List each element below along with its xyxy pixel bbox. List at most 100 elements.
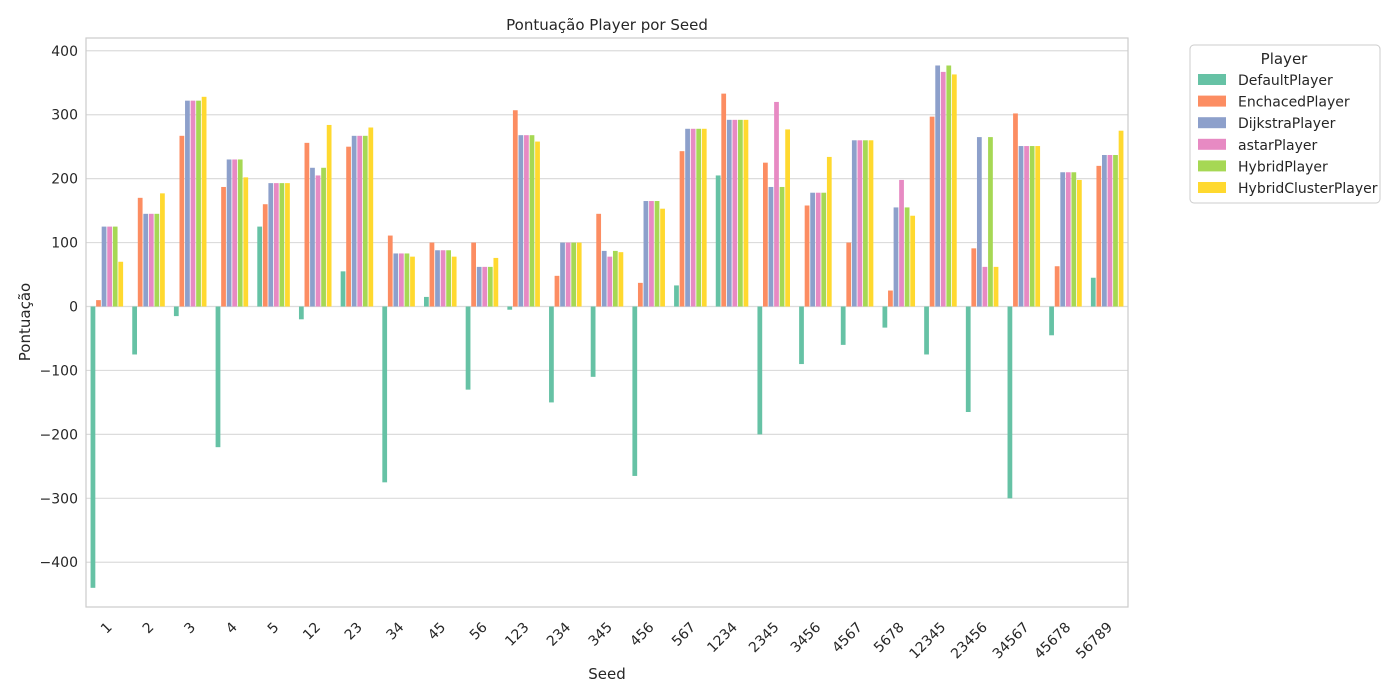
legend-entry: HybridClusterPlayer [1238, 181, 1378, 197]
bar-HybridClusterPlayer-4 [243, 177, 249, 307]
x-tick-label: 4 [223, 619, 241, 637]
x-tick-label: 56789 [1073, 620, 1116, 663]
x-tick-label: 23456 [948, 619, 991, 662]
x-tick-label: 12345 [906, 620, 949, 663]
legend-swatch [1198, 138, 1226, 150]
bar-astarPlayer-1234 [732, 119, 738, 307]
x-tick-label: 123 [502, 620, 532, 650]
chart-title: Pontuação Player por Seed [506, 16, 708, 34]
bar-EnchacedPlayer-34567 [1013, 113, 1018, 307]
legend-swatch [1198, 160, 1226, 172]
y-tick-labels: −400 −300 −200 −100 0 100 200 300 400 [40, 44, 78, 571]
bar-astarPlayer-345 [607, 256, 613, 307]
legend-swatch [1198, 117, 1226, 129]
bar-DefaultPlayer-1 [90, 306, 96, 588]
bar-HybridPlayer-123 [529, 135, 535, 307]
bar-EnchacedPlayer-1234 [721, 93, 727, 307]
bar-HybridPlayer-2345 [779, 186, 785, 307]
bar-HybridClusterPlayer-2 [160, 193, 165, 307]
bar-EnchacedPlayer-45 [429, 242, 435, 307]
bar-HybridClusterPlayer-345 [618, 252, 624, 307]
x-tick-label: 12 [300, 620, 324, 644]
bar-HybridPlayer-2 [154, 213, 160, 307]
bar-HybridClusterPlayer-4567 [868, 140, 874, 307]
bar-HybridClusterPlayer-56789 [1118, 130, 1124, 307]
bar-HybridClusterPlayer-34567 [1035, 146, 1041, 307]
bar-HybridClusterPlayer-456 [660, 208, 665, 307]
bar-HybridPlayer-45 [446, 250, 451, 307]
y-tick-label: 100 [51, 236, 78, 252]
x-tick-label: 45678 [1031, 620, 1074, 663]
bar-DijkstraPlayer-234 [560, 242, 565, 307]
bar-HybridPlayer-1234 [737, 119, 743, 307]
bar-DefaultPlayer-3456 [799, 306, 804, 365]
bar-HybridClusterPlayer-12345 [951, 74, 957, 307]
bar-DijkstraPlayer-56 [476, 266, 482, 307]
bar-astarPlayer-3456 [815, 192, 821, 307]
bar-HybridPlayer-345 [612, 250, 618, 307]
x-tick-label: 23 [342, 620, 366, 644]
bar-HybridPlayer-234 [571, 242, 577, 307]
legend-box [1189, 44, 1381, 204]
bar-DijkstraPlayer-123 [518, 135, 524, 307]
x-tick-label: 1 [98, 620, 116, 638]
bar-EnchacedPlayer-456 [637, 282, 643, 307]
bar-DijkstraPlayer-567 [685, 128, 690, 307]
bar-astarPlayer-2 [148, 213, 154, 307]
x-tick-label: 456 [627, 619, 657, 649]
bar-DefaultPlayer-34 [382, 306, 388, 483]
bar-EnchacedPlayer-23 [346, 146, 351, 307]
bar-HybridPlayer-3 [196, 100, 201, 307]
bar-astarPlayer-34 [399, 253, 404, 307]
bar-DefaultPlayer-2 [132, 306, 138, 355]
y-tick-label: −200 [40, 427, 78, 443]
bar-DefaultPlayer-4 [215, 306, 221, 448]
x-tick-label: 5678 [871, 620, 908, 657]
x-tick-label: 34 [384, 619, 408, 643]
bar-HybridClusterPlayer-1 [118, 261, 124, 307]
bar-HybridPlayer-34567 [1029, 146, 1035, 307]
bar-HybridClusterPlayer-56 [493, 257, 499, 307]
bar-astarPlayer-4567 [857, 140, 863, 307]
bar-EnchacedPlayer-12 [304, 142, 310, 307]
bar-EnchacedPlayer-34 [387, 235, 393, 307]
bar-HybridClusterPlayer-123 [535, 141, 540, 307]
legend-entry: EnchacedPlayer [1238, 95, 1350, 111]
bar-DijkstraPlayer-4567 [851, 140, 857, 307]
bar-HybridPlayer-12345 [946, 65, 952, 307]
bar-HybridClusterPlayer-12 [326, 124, 332, 307]
bar-DefaultPlayer-123 [507, 306, 513, 310]
y-tick-label: −400 [40, 555, 78, 571]
x-tick-label: 2 [140, 620, 158, 638]
bar-astarPlayer-56789 [1107, 154, 1113, 307]
bar-astarPlayer-23 [357, 135, 363, 307]
bar-HybridClusterPlayer-234 [576, 242, 582, 307]
x-tick-label: 34567 [990, 620, 1033, 663]
bar-DijkstraPlayer-4 [226, 159, 232, 307]
bar-HybridClusterPlayer-23456 [993, 266, 999, 307]
bar-DefaultPlayer-34567 [1007, 306, 1013, 499]
bar-DefaultPlayer-567 [674, 285, 679, 307]
bar-DefaultPlayer-234 [549, 306, 554, 403]
bar-EnchacedPlayer-5 [262, 204, 268, 307]
legend-swatch [1198, 182, 1226, 193]
bar-DefaultPlayer-56 [465, 306, 471, 390]
bar-astarPlayer-456 [649, 201, 654, 307]
bar-DefaultPlayer-1234 [715, 175, 721, 307]
legend-title: Player [1261, 50, 1309, 68]
bar-EnchacedPlayer-5678 [888, 290, 893, 307]
bar-DijkstraPlayer-23 [351, 135, 357, 307]
bar-EnchacedPlayer-1 [96, 300, 101, 307]
bar-DefaultPlayer-45 [424, 296, 429, 307]
bar-astarPlayer-1 [107, 226, 112, 307]
bars [90, 65, 1124, 588]
bar-HybridClusterPlayer-5678 [910, 215, 916, 307]
bar-DijkstraPlayer-5678 [893, 207, 899, 307]
bar-HybridPlayer-12 [321, 167, 326, 307]
y-tick-label: 0 [69, 300, 78, 316]
bar-DefaultPlayer-23456 [965, 306, 971, 413]
legend-entry: HybridPlayer [1238, 159, 1328, 175]
bar-astarPlayer-12345 [940, 71, 946, 307]
x-tick-label: 3 [181, 620, 199, 638]
